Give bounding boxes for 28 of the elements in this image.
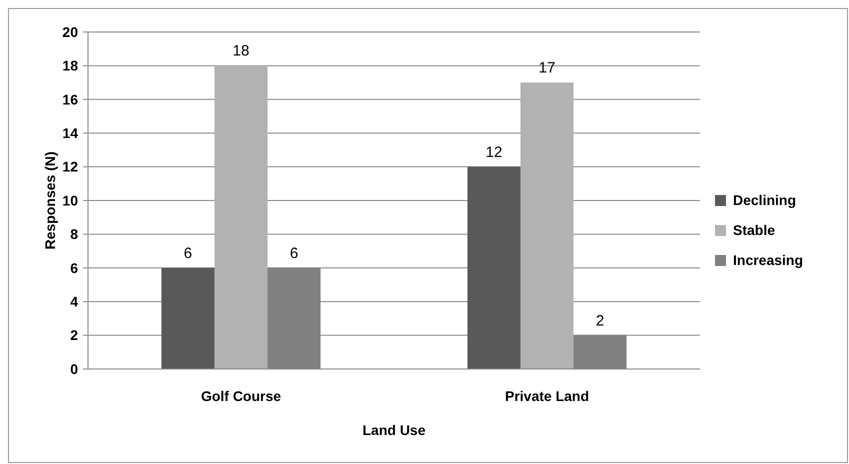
x-tick-label: Private Land bbox=[504, 388, 590, 404]
data-label: 17 bbox=[538, 60, 556, 77]
x-axis-title: Land Use bbox=[362, 422, 426, 438]
y-tick-label: 8 bbox=[70, 226, 78, 242]
y-tick-label: 18 bbox=[62, 58, 78, 74]
data-label: 6 bbox=[290, 244, 298, 262]
y-tick-label: 4 bbox=[70, 294, 78, 310]
y-tick-label: 10 bbox=[62, 192, 78, 208]
data-label: 2 bbox=[596, 312, 604, 330]
data-label: 6 bbox=[184, 244, 192, 262]
bar bbox=[520, 82, 574, 369]
bar bbox=[467, 166, 520, 369]
y-tick-label: 12 bbox=[62, 158, 78, 175]
y-tick-label: 16 bbox=[62, 91, 78, 108]
legend-label: Declining bbox=[733, 192, 796, 208]
y-axis-title: Responses (N) bbox=[42, 151, 58, 250]
y-tick-label: 6 bbox=[70, 260, 78, 276]
y-tick-label: 14 bbox=[62, 125, 78, 141]
y-tick-label: 0 bbox=[70, 360, 78, 377]
bar bbox=[161, 268, 214, 369]
y-tick-label: 2 bbox=[70, 327, 78, 344]
y-tick-label: 20 bbox=[62, 24, 78, 40]
x-tick-label: Golf Course bbox=[200, 388, 282, 404]
legend-label: Stable bbox=[733, 222, 776, 238]
bar bbox=[214, 66, 268, 369]
data-label: 18 bbox=[232, 42, 250, 60]
data-label: 12 bbox=[486, 144, 502, 161]
legend-label: Increasing bbox=[733, 252, 804, 268]
